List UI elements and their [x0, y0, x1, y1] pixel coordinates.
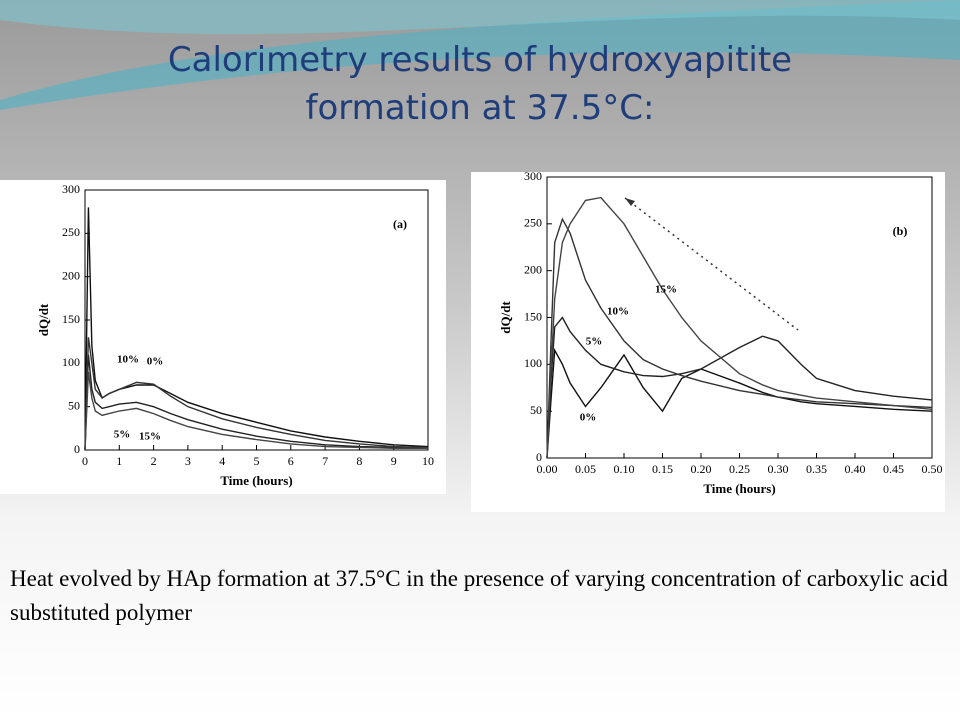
- x-axis-label: Time (hours): [220, 473, 292, 488]
- y-tick-label: 150: [524, 309, 542, 323]
- y-tick-label: 200: [524, 262, 542, 276]
- y-tick-label: 300: [62, 182, 80, 196]
- y-tick-label: 250: [524, 216, 542, 230]
- trend-arrow: [624, 197, 799, 331]
- y-axis-label: dQ/dt: [498, 301, 513, 334]
- x-tick-label: 0.10: [614, 462, 635, 476]
- series-line: [546, 347, 933, 459]
- x-tick-label: 0.40: [845, 462, 866, 476]
- series-line: [84, 207, 429, 451]
- y-tick-label: 0: [74, 442, 80, 456]
- series-line: [84, 337, 429, 451]
- series-label: 0%: [147, 356, 164, 368]
- series-label: 5%: [114, 429, 131, 441]
- x-tick-label: 1: [116, 454, 122, 468]
- x-tick-label: 2: [151, 454, 157, 468]
- y-tick-label: 250: [62, 225, 80, 239]
- x-tick-label: 8: [356, 454, 362, 468]
- x-tick-label: 5: [254, 454, 260, 468]
- x-tick-label: 0.45: [883, 462, 904, 476]
- x-axis-label: Time (hours): [703, 481, 775, 496]
- x-tick-label: 0.25: [729, 462, 750, 476]
- x-tick-label: 0.50: [922, 462, 943, 476]
- y-tick-label: 200: [62, 268, 80, 282]
- x-tick-label: 0.30: [768, 462, 789, 476]
- x-tick-label: 0.35: [806, 462, 827, 476]
- x-tick-label: 0.05: [575, 462, 596, 476]
- series-line: [546, 217, 933, 459]
- y-tick-label: 100: [524, 356, 542, 370]
- x-tick-label: 9: [391, 454, 397, 468]
- x-tick-label: 10: [422, 454, 434, 468]
- y-tick-label: 50: [68, 398, 80, 412]
- y-tick-label: 50: [530, 403, 542, 417]
- series-label: 10%: [117, 354, 139, 366]
- panel-label: (b): [893, 224, 908, 238]
- x-tick-label: 0: [82, 454, 88, 468]
- panel-label: (a): [393, 217, 407, 231]
- series-label: 0%: [580, 412, 597, 424]
- series-line: [84, 354, 429, 451]
- chart-b-background: [471, 172, 945, 512]
- series-label: 15%: [139, 431, 161, 443]
- caption: Heat evolved by HAp formation at 37.5°C …: [10, 566, 948, 625]
- series-line: [84, 371, 428, 451]
- y-tick-label: 300: [524, 169, 542, 183]
- arrow-head: [625, 198, 635, 206]
- series-line: [546, 316, 933, 459]
- x-tick-label: 0.20: [691, 462, 712, 476]
- x-tick-label: 6: [288, 454, 294, 468]
- x-tick-label: 7: [322, 454, 328, 468]
- y-tick-label: 0: [536, 450, 542, 464]
- series-label: 15%: [655, 284, 677, 296]
- x-tick-label: 4: [219, 454, 225, 468]
- y-tick-label: 150: [62, 312, 80, 326]
- chart-a-background: [0, 180, 446, 494]
- x-tick-label: 3: [185, 454, 191, 468]
- series-label: 5%: [586, 336, 603, 348]
- series-line: [546, 196, 933, 459]
- x-tick-label: 0.00: [537, 462, 558, 476]
- y-tick-label: 100: [62, 355, 80, 369]
- x-tick-label: 0.15: [652, 462, 673, 476]
- slide-title: Calorimetry results of hydroxyapitite fo…: [167, 40, 793, 128]
- series-label: 10%: [607, 306, 629, 318]
- y-axis-label: dQ/dt: [36, 303, 51, 336]
